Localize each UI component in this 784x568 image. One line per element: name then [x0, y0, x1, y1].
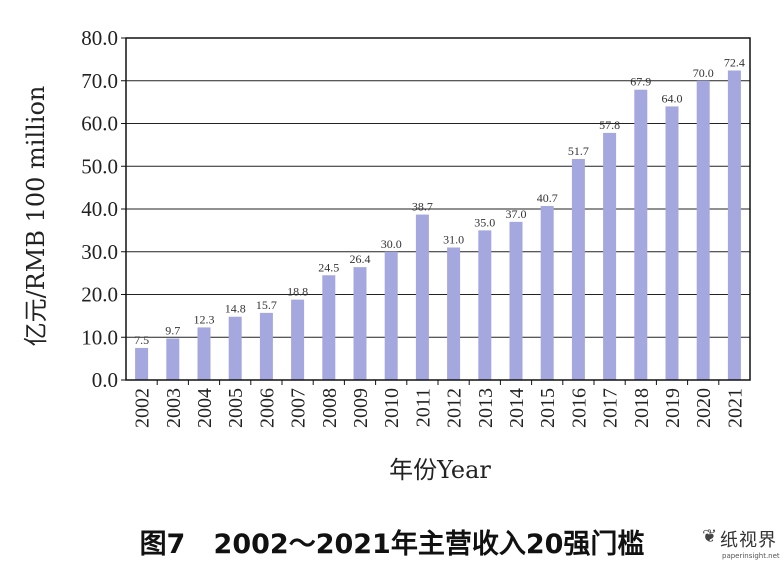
data-label-2002: 7.5 [134, 333, 149, 347]
x-tick-label: 2015 [537, 388, 559, 428]
data-label-2013: 35.0 [474, 215, 495, 229]
bar-2008 [322, 275, 336, 380]
x-tick-label: 2016 [568, 388, 590, 428]
data-label-2015: 40.7 [537, 191, 558, 205]
gridlines [126, 80, 750, 338]
bar-2013 [478, 230, 492, 380]
data-label-2011: 38.7 [412, 200, 433, 214]
x-tick-label: 2007 [288, 388, 310, 428]
y-tick-label: 40.0 [81, 197, 118, 221]
bar-2014 [509, 221, 523, 380]
data-label-2017: 57.8 [599, 118, 620, 132]
x-tick-label: 2008 [319, 388, 341, 428]
bar-chart: 7.5 9.7 12.3 14.8 15.7 18.8 24.5 26.4 30.0 38.7 31… [22, 26, 751, 484]
bar-2004 [197, 327, 211, 380]
data-label-2016: 51.7 [568, 144, 589, 158]
bar-2002 [135, 347, 149, 380]
bar-2003 [166, 338, 180, 380]
data-label-2012: 31.0 [443, 232, 464, 246]
x-tick-label: 2005 [225, 388, 247, 428]
bar-2019 [665, 106, 679, 381]
data-label-2020: 70.0 [693, 66, 714, 80]
data-label-2003: 9.7 [165, 324, 180, 338]
bar-2006 [259, 312, 273, 380]
data-label-2019: 64.0 [662, 91, 683, 105]
bar-2012 [447, 247, 461, 380]
watermark-text: 纸视界 [720, 530, 777, 551]
x-tick-label: 2004 [194, 388, 216, 428]
x-axis-ticks: 2002 2003 2004 2005 2006 2007 2008 2009 2010 2011… [132, 380, 746, 428]
bar-2007 [291, 299, 305, 380]
x-tick-label: 2017 [600, 388, 622, 428]
data-label-2014: 37.0 [506, 207, 527, 221]
x-tick-label: 2006 [256, 388, 278, 428]
x-tick-label: 2012 [444, 388, 466, 428]
x-tick-label: 2010 [381, 388, 403, 428]
bar-2010 [384, 251, 398, 380]
y-axis-title: 亿元/RMB 100 million [22, 86, 50, 347]
figure-caption: 图7 2002～2021年主营收入20强门槛 [139, 529, 645, 560]
data-label-2009: 26.4 [350, 252, 371, 266]
bar-2015 [540, 206, 554, 380]
y-tick-label: 30.0 [81, 240, 118, 264]
data-label-2021: 72.4 [724, 55, 745, 69]
watermark: ❦ 纸视界 paperinsight.net [692, 522, 782, 566]
y-tick-label: 70.0 [81, 69, 118, 93]
watermark-url: paperinsight.net [722, 552, 780, 560]
data-label-2005: 14.8 [225, 302, 246, 316]
bar-2016 [571, 158, 585, 380]
bar-2020 [696, 80, 710, 380]
data-label-2018: 67.9 [630, 75, 651, 89]
data-label-2004: 12.3 [194, 312, 215, 326]
x-axis-title: 年份Year [389, 456, 491, 484]
y-tick-label: 80.0 [81, 26, 118, 50]
bar-2011 [415, 214, 429, 380]
x-tick-label: 2019 [662, 388, 684, 428]
data-label-2006: 15.7 [256, 298, 277, 312]
bar-2005 [228, 316, 242, 380]
data-labels: 7.5 9.7 12.3 14.8 15.7 18.8 24.5 26.4 30.0 38.7 31… [134, 55, 745, 346]
x-tick-label: 2013 [475, 388, 497, 428]
x-tick-label: 2009 [350, 388, 372, 428]
y-tick-label: 60.0 [81, 112, 118, 136]
data-label-2010: 30.0 [381, 237, 402, 251]
x-tick-label: 2002 [132, 388, 154, 428]
x-tick-label: 2018 [631, 388, 653, 428]
y-tick-label: 50.0 [81, 154, 118, 178]
bar-2021 [727, 70, 741, 381]
x-tick-label: 2020 [693, 388, 715, 428]
bars [135, 70, 741, 381]
y-tick-label: 20.0 [81, 283, 118, 307]
x-tick-label: 2014 [506, 388, 528, 428]
y-tick-label: 0.0 [92, 368, 118, 392]
watermark-logo-icon: ❦ [702, 526, 718, 547]
x-tick-label: 2003 [163, 388, 185, 428]
bar-2009 [353, 267, 367, 380]
x-tick-label: 2011 [412, 388, 434, 427]
data-label-2008: 24.5 [318, 260, 339, 274]
bar-2018 [634, 89, 648, 380]
y-axis-ticks: 0.0 10.0 20.0 30.0 40.0 50.0 60.0 70.0 80.0 [81, 26, 126, 392]
data-label-2007: 18.8 [287, 285, 308, 299]
y-tick-label: 10.0 [81, 325, 118, 349]
x-tick-label: 2021 [724, 388, 746, 428]
bar-2017 [603, 132, 617, 380]
